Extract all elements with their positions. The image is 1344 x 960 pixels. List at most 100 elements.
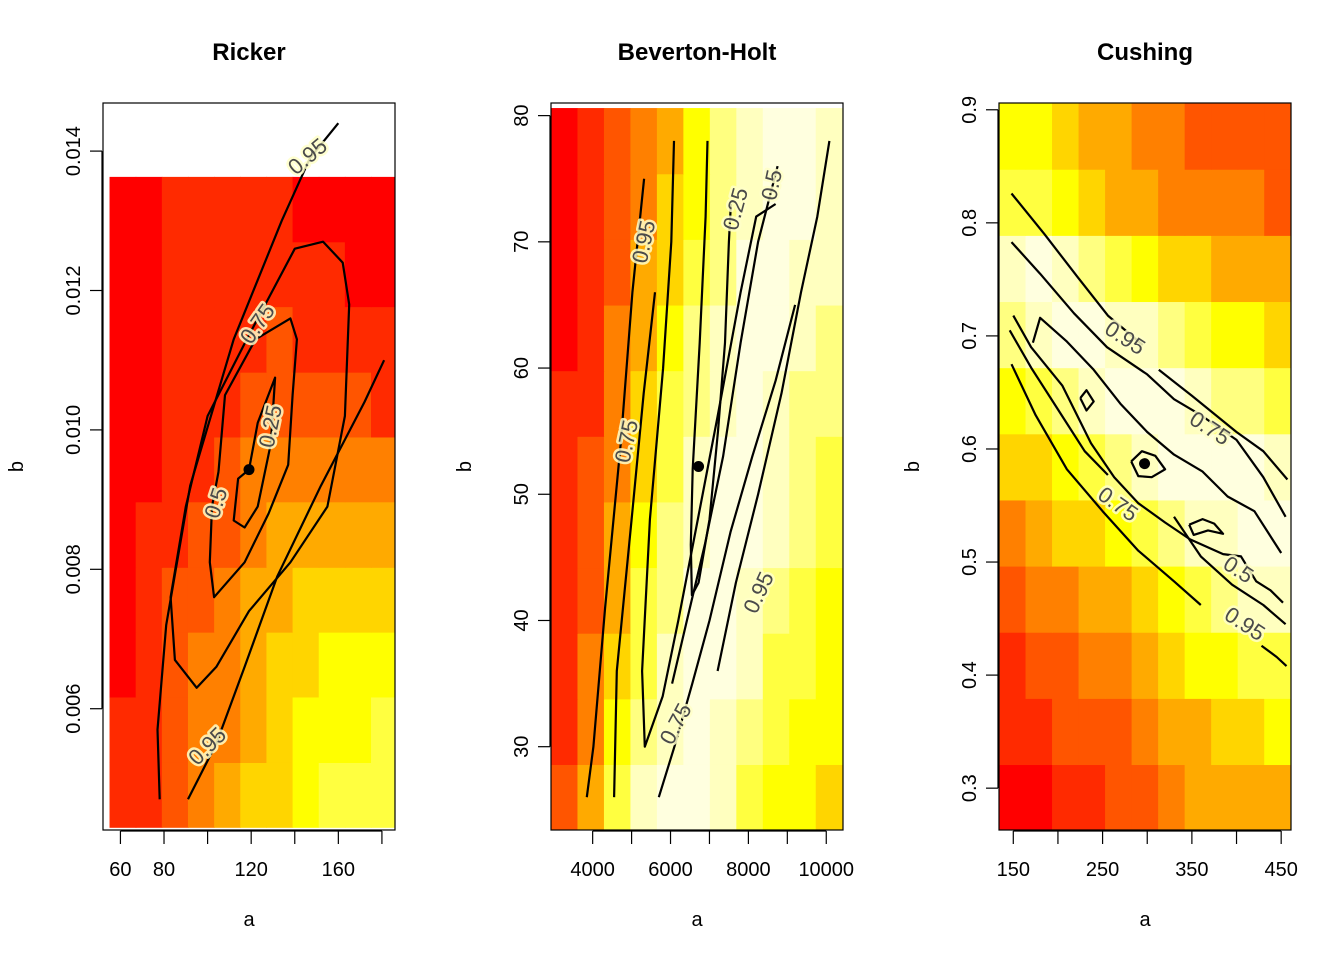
heatmap-cell [109,306,137,373]
plot-frame [998,102,1292,831]
y-axis-label: b [902,461,924,472]
heatmap-cell [1052,499,1080,567]
mle-point [693,461,705,472]
heatmap-cell [815,370,843,437]
heatmap-cell [1131,103,1159,170]
contour-line-0-25 [232,376,277,529]
heatmap-cell [214,567,241,633]
heatmap-cell [815,567,843,634]
heatmap-cell [1237,367,1265,435]
x-tick-label: 120 [234,859,267,881]
heatmap-cell [1105,632,1133,699]
heatmap-cell [762,698,790,765]
contour-line-0-95 [1010,363,1202,606]
heatmap-cell [815,436,843,503]
heatmap-cell [603,239,632,306]
heatmap-cell [1264,764,1291,830]
mle-point [243,464,255,476]
heatmap-cell [1131,565,1159,633]
heatmap-cell [266,696,294,763]
heatmap-cell [371,372,395,438]
contour-line-0-95 [1260,644,1288,667]
x-tick-label: 4000 [570,859,615,881]
heatmap-cell [762,108,790,175]
heatmap-cell [762,633,790,700]
heatmap-cell [109,696,137,763]
heatmap-cell [161,436,189,503]
heatmap-cell [736,173,764,240]
heatmap-cell [214,501,241,568]
heatmap-cell [1158,698,1186,766]
heatmap-cell [815,501,843,569]
heatmap-cell [551,370,579,437]
y-tick-label: 0.9 [959,96,981,124]
heatmap-cell [709,501,737,569]
heatmap-cells [999,103,1291,830]
heatmap-cell [214,176,241,243]
heatmap-cell [1025,433,1053,501]
heatmap-cell [318,306,346,373]
heatmap-cell [318,632,346,698]
heatmap-cell [344,436,372,503]
heatmap-cell [577,698,605,765]
heatmap-cell [789,698,817,765]
heatmap-cell [1078,235,1106,303]
heatmap-cell [551,304,579,372]
heatmap-cell [762,567,790,634]
heatmap-cell [1052,698,1080,766]
heatmap-cell [1237,235,1265,303]
y-tick-label: 0.010 [63,405,85,455]
heatmap-cell [1105,433,1133,501]
heatmap-cell [630,501,658,569]
heatmap-cell [135,436,163,503]
heatmap-cell [344,176,372,243]
contour-line-0-95 [585,178,646,798]
heatmap-cell [1131,367,1159,435]
panel-ricker: Ricker 0.250.250.50.50.750.750.950.950.9… [6,39,396,931]
heatmap-cell [1025,764,1053,830]
heatmap-cell [214,372,241,438]
heatmap-cell [292,372,320,438]
heatmap-cell [789,108,817,175]
heatmap-cell [656,764,684,830]
heatmap-cell [371,567,395,633]
panel-title: Ricker [212,39,285,66]
heatmap-cell [292,567,320,633]
heatmap-cell [789,764,817,830]
heatmap-cell [318,696,346,763]
heatmap-cell [1237,103,1265,170]
contour-line-0-75 [671,165,779,684]
y-tick-label: 0.6 [959,435,981,463]
heatmap-cell [1211,301,1239,369]
y-tick-label: 0.014 [63,126,85,176]
heatmap-cell [292,241,320,308]
heatmap-cell [266,567,294,633]
heatmap-cell [789,633,817,700]
heatmap-cell [1105,565,1133,633]
heatmap-cell [344,762,372,828]
heatmap-cell [1184,698,1212,766]
y-tick-label: 0.7 [959,322,981,350]
heatmap-cell [109,436,137,503]
heatmap-cell [135,176,163,243]
heatmap-cell [1211,169,1239,236]
heatmap-cell [577,501,605,569]
heatmap-cell [318,762,346,828]
heatmap-cell [815,173,843,240]
heatmap-cell [266,306,294,373]
heatmap-cell [1264,235,1291,303]
y-axis: 0.3 0.4 0.5 0.6 0.7 0.8 0.9 [959,96,999,802]
x-tick-label: 150 [997,859,1030,881]
heatmap-cell [1264,169,1291,236]
heatmap-cell [344,567,372,633]
contour-line-0-75 [169,240,351,689]
contour-line-0-25 [1188,517,1225,537]
heatmap-cell [999,433,1027,501]
heatmap-cell [109,372,137,438]
heatmap-cell [999,565,1027,633]
heatmap-cell [630,108,658,175]
heatmap-cell [1105,103,1133,170]
y-tick-label: 60 [511,357,533,379]
heatmap-cell [1078,103,1106,170]
heatmap-cell [109,567,137,633]
